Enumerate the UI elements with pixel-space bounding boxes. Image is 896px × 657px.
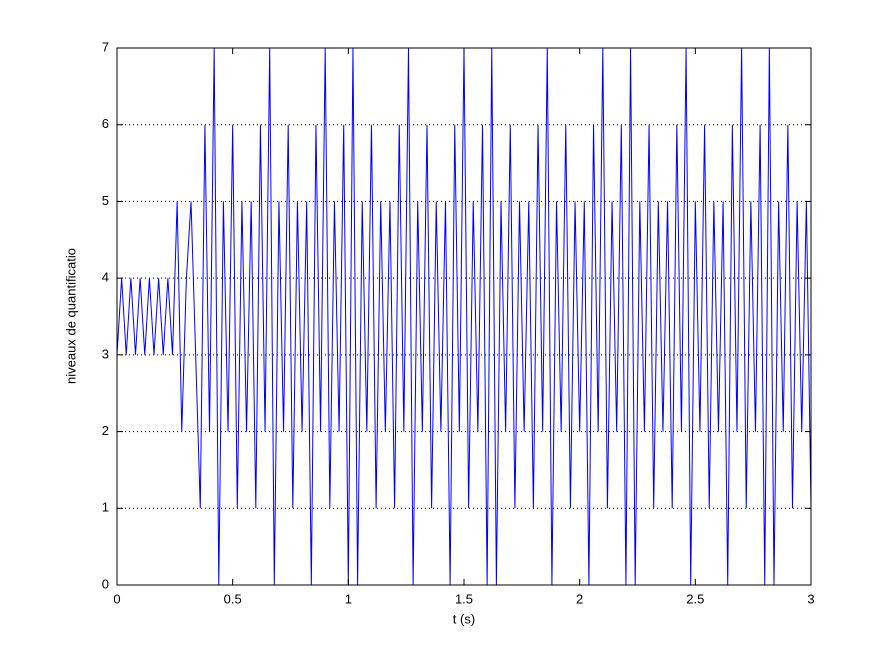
- x-axis-label: t (s): [453, 611, 475, 626]
- x-tick-label: 1: [345, 591, 352, 606]
- y-tick-label: 3: [102, 346, 109, 361]
- y-tick-label: 5: [102, 193, 109, 208]
- y-tick-label: 7: [102, 39, 109, 54]
- y-tick-label: 1: [102, 500, 109, 515]
- x-tick-label: 2.5: [686, 591, 704, 606]
- y-tick-label: 4: [102, 270, 109, 285]
- x-tick-label: 1.5: [455, 591, 473, 606]
- x-tick-label: 2: [576, 591, 583, 606]
- y-axis-label: niveaux de quantificatio: [63, 248, 78, 384]
- x-tick-label: 0.5: [224, 591, 242, 606]
- y-tick-label: 6: [102, 116, 109, 131]
- x-tick-label: 0: [113, 591, 120, 606]
- y-tick-label: 2: [102, 423, 109, 438]
- y-tick-label: 0: [102, 576, 109, 591]
- x-tick-label: 3: [807, 591, 814, 606]
